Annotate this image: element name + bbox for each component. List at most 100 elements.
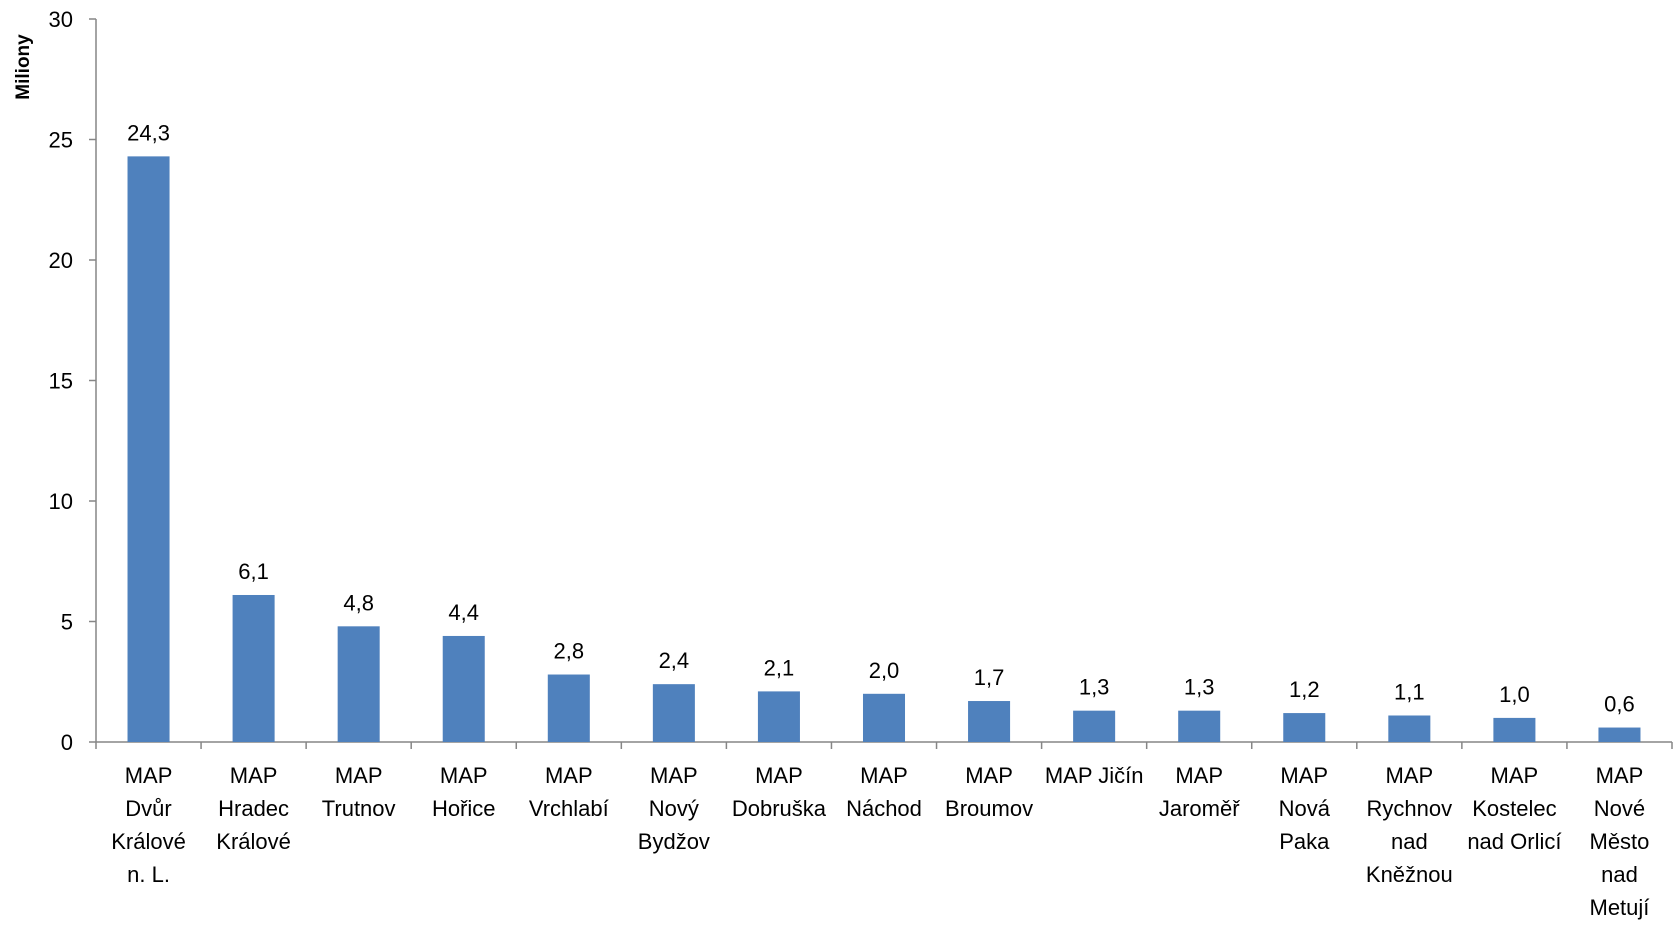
category-label: MAP Trutnov — [322, 763, 396, 821]
category-label-line: MAP — [755, 763, 803, 788]
category-label-line: Trutnov — [322, 796, 396, 821]
data-label: 4,4 — [448, 600, 479, 625]
data-label: 2,4 — [659, 648, 690, 673]
category-label-line: Dobruška — [732, 796, 827, 821]
category-label-line: nad Orlicí — [1467, 829, 1561, 854]
y-tick-label: 30 — [49, 7, 73, 32]
category-label-line: Kněžnou — [1366, 862, 1453, 887]
data-label: 4,8 — [343, 590, 374, 615]
category-label: MAP Jaroměř — [1159, 763, 1240, 821]
category-label: MAP Broumov — [945, 763, 1033, 821]
bar — [232, 594, 275, 742]
category-label-line: Nová — [1279, 796, 1331, 821]
category-label-line: Hradec — [218, 796, 289, 821]
category-label: MAP Náchod — [846, 763, 922, 821]
category-label-line: MAP — [1596, 763, 1644, 788]
category-label-line: MAP — [650, 763, 698, 788]
category-label-line: Metují — [1590, 895, 1650, 920]
category-label-line: MAP — [545, 763, 593, 788]
bar — [127, 156, 170, 742]
category-label-line: n. L. — [127, 862, 170, 887]
category-label-line: Dvůr — [125, 796, 171, 821]
bar — [1073, 710, 1116, 742]
category-label-line: Nové — [1594, 796, 1645, 821]
category-label-line: MAP — [1491, 763, 1539, 788]
category-label-line: MAP — [335, 763, 383, 788]
category-label-line: Broumov — [945, 796, 1033, 821]
bar — [1388, 715, 1431, 742]
y-axis-label-group: Miliony — [13, 34, 34, 100]
y-tick-label: 20 — [49, 248, 73, 273]
bar — [968, 701, 1011, 742]
category-label-line: MAP Jičín — [1045, 763, 1144, 788]
category-label-line: Nový — [649, 796, 699, 821]
category-label: MAP Hradec Králové — [216, 763, 291, 854]
bar — [1598, 727, 1641, 742]
y-tick-label: 25 — [49, 128, 73, 153]
y-tick-label: 5 — [61, 610, 73, 635]
category-label: MAP Nové Město nad Metují — [1590, 763, 1650, 920]
y-tick-label: 10 — [49, 489, 73, 514]
category-label: MAP Hořice — [432, 763, 496, 821]
category-label: MAP Dobruška — [732, 763, 827, 821]
category-label-line: Kostelec — [1472, 796, 1556, 821]
category-label-line: MAP — [440, 763, 488, 788]
category-label-line: Hořice — [432, 796, 496, 821]
data-label: 2,8 — [554, 639, 585, 664]
bar — [442, 635, 485, 742]
category-label: MAP Kostelec nad Orlicí — [1467, 763, 1561, 854]
bar — [757, 691, 800, 742]
bar — [547, 674, 590, 742]
category-label-line: MAP — [125, 763, 173, 788]
category-label-line: Bydžov — [638, 829, 710, 854]
category-label-line: Králové — [216, 829, 291, 854]
data-label: 1,7 — [974, 665, 1005, 690]
bars — [127, 156, 1641, 742]
category-label: MAP Dvůr Králové n. L. — [111, 763, 186, 887]
category-label: MAP Jičín — [1045, 763, 1144, 788]
category-label-line: Paka — [1279, 829, 1330, 854]
category-label-line: MAP — [860, 763, 908, 788]
category-label: MAP Nová Paka — [1279, 763, 1331, 854]
category-label-line: MAP — [965, 763, 1013, 788]
y-tick-label: 15 — [49, 369, 73, 394]
bar — [337, 626, 380, 742]
category-label: MAP Vrchlabí — [529, 763, 609, 821]
data-label: 1,3 — [1079, 675, 1110, 700]
bar — [1283, 713, 1326, 742]
data-labels: 24,3 6,1 4,8 4,4 2,8 2,4 2,1 2,0 1,7 1,3 1,3 1,2 1,1… — [127, 120, 1635, 716]
y-tick-label: 0 — [61, 730, 73, 755]
category-label-line: MAP — [1385, 763, 1433, 788]
category-label-line: nad — [1391, 829, 1428, 854]
category-label-line: Rychnov — [1367, 796, 1453, 821]
category-label-line: Náchod — [846, 796, 922, 821]
category-label-line: nad — [1601, 862, 1638, 887]
data-label: 1,0 — [1499, 682, 1530, 707]
data-label: 1,1 — [1394, 679, 1425, 704]
bar — [1178, 710, 1221, 742]
data-label: 1,2 — [1289, 677, 1320, 702]
data-label: 1,3 — [1184, 675, 1215, 700]
category-label-line: MAP — [1175, 763, 1223, 788]
data-label: 24,3 — [127, 120, 170, 145]
category-label-line: MAP — [230, 763, 278, 788]
data-label: 2,0 — [869, 658, 900, 683]
bar — [862, 693, 906, 742]
category-label-line: Vrchlabí — [529, 796, 609, 821]
data-label: 2,1 — [764, 655, 795, 680]
bar — [652, 684, 695, 742]
category-label-line: Jaroměř — [1159, 796, 1240, 821]
category-label-line: Město — [1590, 829, 1650, 854]
y-axis-label: Miliony — [13, 34, 34, 100]
category-label: MAP Nový Bydžov — [638, 763, 710, 854]
category-labels: MAP Dvůr Králové n. L. MAP Hradec Králové MAP Tr… — [111, 763, 1649, 920]
bar — [1493, 717, 1536, 742]
axes: 0 5 10 15 20 25 30 — [49, 7, 1673, 755]
data-label: 0,6 — [1604, 692, 1635, 717]
data-label: 6,1 — [238, 559, 269, 584]
category-label: MAP Rychnov nad Kněžnou — [1366, 763, 1453, 887]
category-label-line: Králové — [111, 829, 186, 854]
category-label-line: MAP — [1280, 763, 1328, 788]
